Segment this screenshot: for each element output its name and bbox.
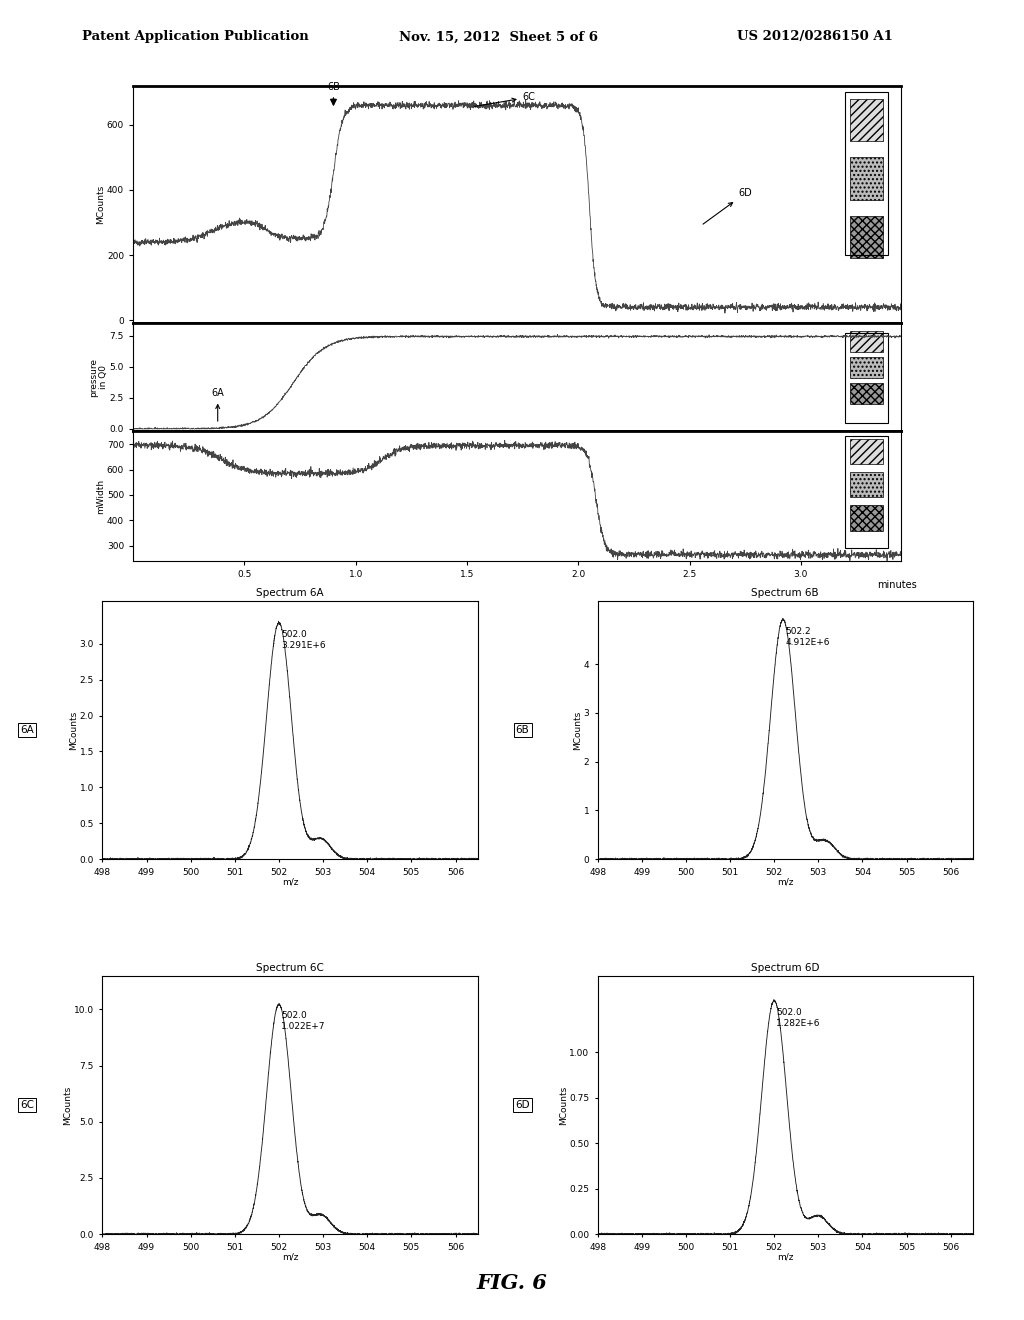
X-axis label: minutes: minutes: [877, 581, 916, 590]
Bar: [850, 331, 884, 352]
Text: 6B: 6B: [516, 725, 529, 735]
Y-axis label: MCounts: MCounts: [96, 185, 105, 224]
Text: Patent Application Publication: Patent Application Publication: [82, 30, 308, 44]
Y-axis label: MCounts: MCounts: [63, 1085, 73, 1125]
Text: 6B: 6B: [327, 82, 340, 104]
Bar: [850, 506, 884, 531]
Y-axis label: MCounts: MCounts: [573, 710, 583, 750]
X-axis label: m/z: m/z: [282, 878, 298, 887]
Y-axis label: MCounts: MCounts: [559, 1085, 567, 1125]
Title: Spectrum 6C: Spectrum 6C: [256, 964, 324, 973]
Title: Spectrum 6B: Spectrum 6B: [752, 589, 819, 598]
Text: Nov. 15, 2012  Sheet 5 of 6: Nov. 15, 2012 Sheet 5 of 6: [399, 30, 598, 44]
X-axis label: m/z: m/z: [777, 1253, 794, 1262]
Bar: [850, 157, 884, 199]
Text: 6D: 6D: [703, 189, 753, 224]
Bar: [850, 473, 884, 498]
Y-axis label: mWidth: mWidth: [96, 479, 105, 513]
Bar: [850, 383, 884, 404]
Title: Spectrum 6D: Spectrum 6D: [751, 964, 819, 973]
Bar: [850, 440, 884, 465]
Bar: [850, 216, 884, 259]
Text: 6C: 6C: [20, 1100, 35, 1110]
Y-axis label: pressure
in Q0: pressure in Q0: [89, 358, 109, 397]
Text: 502.2
4.912E+6: 502.2 4.912E+6: [785, 627, 829, 647]
Text: 6A: 6A: [211, 388, 224, 421]
Text: 6C: 6C: [474, 92, 536, 107]
Text: US 2012/0286150 A1: US 2012/0286150 A1: [737, 30, 893, 44]
X-axis label: m/z: m/z: [777, 878, 794, 887]
Title: Spectrum 6A: Spectrum 6A: [256, 589, 324, 598]
Text: 6A: 6A: [20, 725, 34, 735]
Y-axis label: MCounts: MCounts: [70, 710, 78, 750]
X-axis label: m/z: m/z: [282, 1253, 298, 1262]
Text: 502.0
3.291E+6: 502.0 3.291E+6: [282, 630, 326, 649]
Text: 6D: 6D: [515, 1100, 529, 1110]
Text: 502.0
1.022E+7: 502.0 1.022E+7: [282, 1011, 326, 1031]
Text: 502.0
1.282E+6: 502.0 1.282E+6: [776, 1007, 821, 1028]
Text: FIG. 6: FIG. 6: [476, 1272, 548, 1294]
Bar: [850, 99, 884, 141]
Bar: [850, 356, 884, 378]
